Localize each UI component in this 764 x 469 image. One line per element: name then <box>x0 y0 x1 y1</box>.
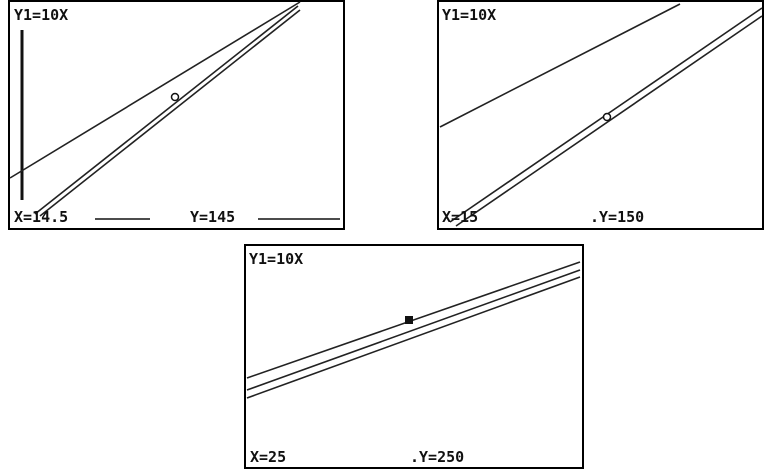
calculator-screen: Y1=10X X=14.5 Y=145 <box>9 1 344 229</box>
function-label: Y1=10X <box>442 6 496 24</box>
page: Y1=10X X=14.5 Y=145 Y1=10X X=15 .Y=150 Y… <box>0 0 764 469</box>
function-label: Y1=10X <box>249 250 303 268</box>
trace-cursor <box>604 114 611 121</box>
y-readout: .Y=250 <box>410 448 464 466</box>
y-readout: Y=145 <box>190 208 235 226</box>
y-readout: .Y=150 <box>590 208 644 226</box>
function-label: Y1=10X <box>14 6 68 24</box>
x-readout: X=25 <box>250 448 286 466</box>
trace-cursor <box>405 316 413 324</box>
trace-cursor <box>172 94 179 101</box>
x-readout: X=14.5 <box>14 208 68 226</box>
screen-frame <box>438 1 763 229</box>
x-readout: X=15 <box>442 208 478 226</box>
calculator-screen: Y1=10X X=25 .Y=250 <box>245 245 583 468</box>
calculator-screen: Y1=10X X=15 .Y=150 <box>438 1 763 229</box>
